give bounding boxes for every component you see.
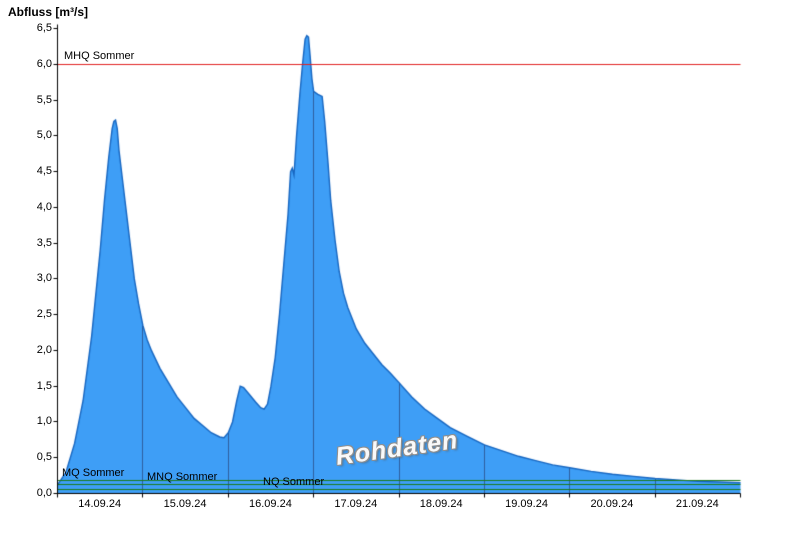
x-tick-label: 19.09.24 — [505, 498, 548, 510]
y-tick-label: 3,5 — [36, 236, 52, 249]
x-tick-label: 17.09.24 — [334, 498, 378, 510]
x-tick-label: 14.09.24 — [78, 498, 122, 510]
ref-line-label-mhq-sommer: MHQ Sommer — [64, 49, 135, 62]
y-tick-label: 0,0 — [36, 487, 52, 499]
y-tick-label: 2,5 — [36, 308, 52, 321]
x-tick-label: 20.09.24 — [590, 498, 634, 510]
y-tick-label: 2,0 — [36, 343, 52, 356]
x-tick-label: 18.09.24 — [419, 498, 463, 510]
y-tick-label: 6,0 — [36, 57, 52, 70]
y-tick-label: 3,0 — [36, 272, 52, 285]
y-tick-label: 1,5 — [36, 379, 52, 392]
x-tick-label: 21.09.24 — [675, 498, 719, 510]
y-tick-label: 1,0 — [36, 415, 52, 428]
y-tick-label: 4,5 — [36, 165, 52, 178]
x-tick-label: 16.09.24 — [249, 498, 292, 510]
y-tick-label: 0,5 — [36, 451, 52, 464]
y-tick-label: 6,5 — [36, 22, 52, 34]
ref-line-label-mq-sommer: MQ Sommer — [62, 467, 125, 480]
y-tick-label: 5,0 — [36, 129, 52, 142]
y-tick-label: 4,0 — [36, 200, 52, 213]
chart-title: Abfluss [m³/s] — [8, 5, 89, 19]
y-tick-label: 5,5 — [36, 93, 52, 106]
ref-line-label-nq-sommer: NQ Sommer — [263, 475, 325, 488]
ref-line-label-mnq-sommer: MNQ Sommer — [147, 471, 218, 484]
x-tick-label: 15.09.24 — [163, 498, 207, 510]
